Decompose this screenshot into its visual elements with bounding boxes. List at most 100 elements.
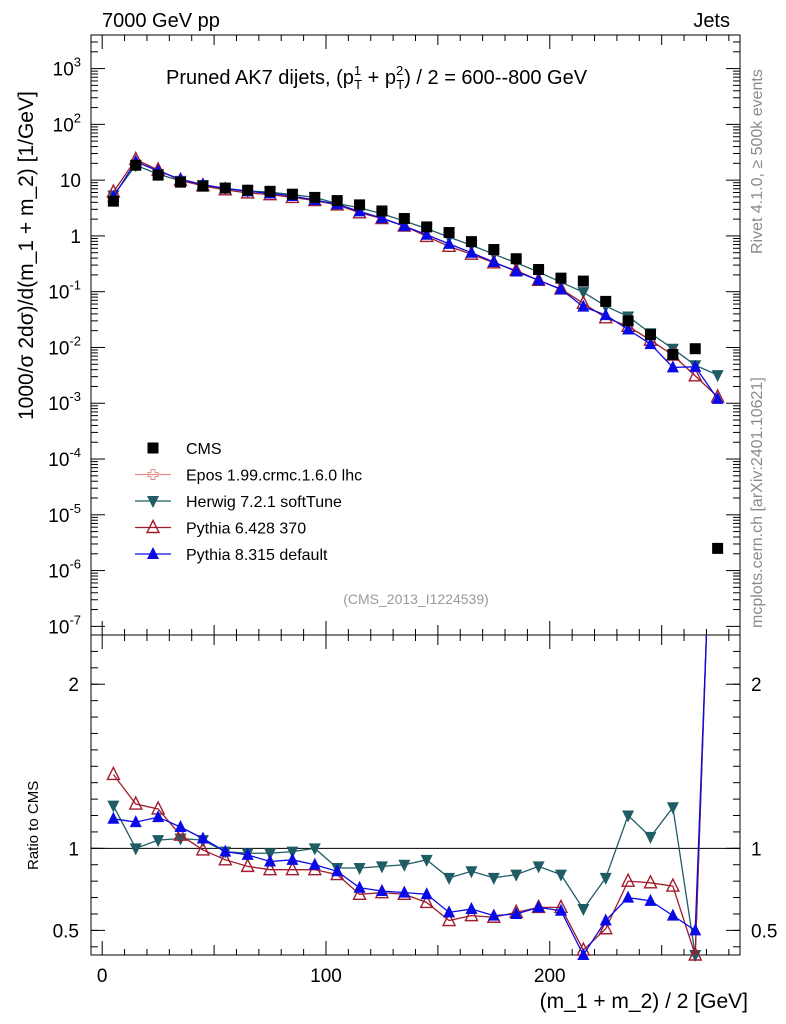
ratio-point-herwig — [577, 904, 590, 917]
ratio-point-pythia6 — [128, 795, 143, 810]
ratio-point-pythia6 — [352, 885, 367, 900]
ratio-point-pythia8 — [532, 900, 545, 913]
legend-label: Pythia 8.315 default — [186, 547, 328, 564]
main-line-pythia8 — [112, 160, 719, 400]
main-point-pythia8 — [532, 273, 545, 286]
ratio-point-herwig — [554, 869, 567, 882]
ratio-y-tick-label: 1 — [68, 839, 79, 860]
main-point-pythia8 — [420, 227, 433, 240]
energy-label: 7000 GeV pp — [102, 10, 220, 32]
main-point-pythia8 — [398, 219, 411, 232]
legend: CMS Epos 1.99.crmc.1.6.0 lhc Herwig 7.2.1 … — [135, 441, 362, 564]
ratio-y-tick-label-right: 0.5 — [751, 921, 777, 942]
ratio-point-pythia8 — [577, 948, 590, 960]
main-point-cms — [622, 315, 634, 327]
ratio-point-herwig — [644, 831, 657, 844]
ratio-point-pythia8 — [353, 880, 366, 893]
ratio-point-pythia8 — [644, 893, 657, 906]
main-point-cms — [644, 329, 656, 341]
main-point-cms — [264, 185, 276, 197]
ratio-point-herwig — [375, 861, 388, 874]
ratio-point-pythia6 — [240, 857, 255, 873]
plot-title: Pruned AK7 dijets, (p1 T + p2 T) / 2 = 600… — [166, 63, 588, 92]
main-point-cms — [689, 343, 701, 355]
legend-label: Herwig 7.2.1 softTune — [186, 494, 342, 511]
main-point-pythia8 — [577, 299, 590, 312]
ratio-plot-frame — [90, 634, 741, 956]
x-tick-label: 200 — [534, 966, 566, 987]
ratio-point-pythia8 — [622, 890, 635, 903]
main-point-cms — [421, 221, 433, 233]
ratio-point-herwig — [107, 800, 120, 813]
ratio-point-pythia8 — [510, 906, 523, 919]
ratio-point-pythia8 — [264, 854, 277, 867]
main-y-tick-label: 10-3 — [48, 389, 81, 415]
main-point-cms — [152, 169, 164, 181]
main-point-cms — [309, 191, 321, 203]
ratio-point-pythia8 — [107, 811, 120, 824]
main-point-herwig — [577, 287, 590, 300]
x-tick-label: 0 — [97, 966, 108, 987]
ratio-point-herwig — [129, 843, 142, 856]
ratio-point-pythia6 — [195, 841, 211, 856]
ratio-point-pythia8 — [554, 903, 567, 916]
x-tick-label: 100 — [310, 966, 342, 987]
main-point-cms — [219, 182, 231, 194]
main-point-pythia8 — [644, 337, 657, 350]
ratio-point-herwig — [532, 861, 545, 874]
ratio-point-pythia8 — [196, 831, 209, 844]
main-point-cms — [331, 195, 343, 207]
ratio-point-pythia8 — [331, 864, 344, 877]
main-line-pythia6 — [112, 158, 719, 398]
ratio-y-tick-label-right: 2 — [751, 675, 762, 696]
main-y-tick-label: 10-4 — [48, 445, 81, 471]
main-plot-area — [106, 150, 725, 554]
ratio-point-pythia6 — [106, 765, 121, 781]
main-point-pythia8 — [599, 308, 612, 321]
ratio-point-pythia6 — [643, 874, 658, 889]
ratio-point-herwig — [308, 843, 321, 856]
rivet-label: Rivet 4.1.0, ≥ 500k events — [749, 69, 766, 254]
ratio-point-pythia6 — [441, 911, 457, 927]
main-point-cms — [354, 199, 366, 211]
ratio-point-pythia8 — [599, 913, 612, 926]
main-point-cms — [533, 263, 545, 275]
main-point-pythia8 — [689, 359, 702, 372]
ratio-point-pythia8 — [666, 908, 679, 921]
ratio-point-pythia6 — [665, 877, 680, 892]
ratio-line-pythia6 — [112, 634, 708, 956]
ratio-point-pythia6 — [262, 861, 278, 876]
main-point-pythia8 — [487, 255, 500, 268]
legend-marker — [145, 518, 161, 534]
main-y-tick-label: 10-7 — [48, 612, 81, 638]
main-y-tick-label: 10-2 — [48, 333, 81, 359]
ratio-point-herwig — [152, 835, 165, 848]
main-point-cms — [242, 184, 254, 196]
ratio-point-pythia6 — [218, 851, 233, 866]
main-point-cms — [286, 188, 298, 200]
main-point-herwig — [711, 370, 724, 383]
ratio-point-pythia6 — [620, 872, 636, 887]
main-y-tick-label: 10 — [60, 171, 81, 192]
ratio-point-pythia6 — [688, 946, 703, 961]
ratio-point-herwig — [420, 854, 433, 867]
legend-label: Epos 1.99.crmc.1.6.0 lhc — [186, 468, 362, 485]
main-point-pythia8 — [465, 245, 478, 258]
ratio-point-pythia8 — [487, 908, 500, 921]
main-point-cms — [510, 253, 522, 265]
main-point-cms — [488, 244, 500, 256]
main-y-tick-label: 103 — [53, 55, 81, 81]
ratio-point-pythia8 — [420, 887, 433, 900]
ratio-axis-ticks: 0.5 0.5 1 1 2 2 0 100 200 — [53, 635, 777, 987]
ratio-point-pythia8 — [129, 815, 142, 828]
ratio-y-tick-label: 2 — [68, 675, 79, 696]
ratio-point-herwig — [264, 848, 277, 861]
ratio-point-pythia8 — [375, 884, 388, 896]
ratio-point-herwig — [599, 872, 612, 885]
main-point-pythia8 — [711, 391, 724, 404]
ratio-point-herwig — [622, 810, 635, 823]
ratio-point-pythia8 — [241, 847, 254, 860]
main-y-tick-label: 10-1 — [48, 278, 81, 304]
legend-label: Pythia 6.428 370 — [186, 521, 306, 538]
legend-marker — [147, 469, 159, 480]
